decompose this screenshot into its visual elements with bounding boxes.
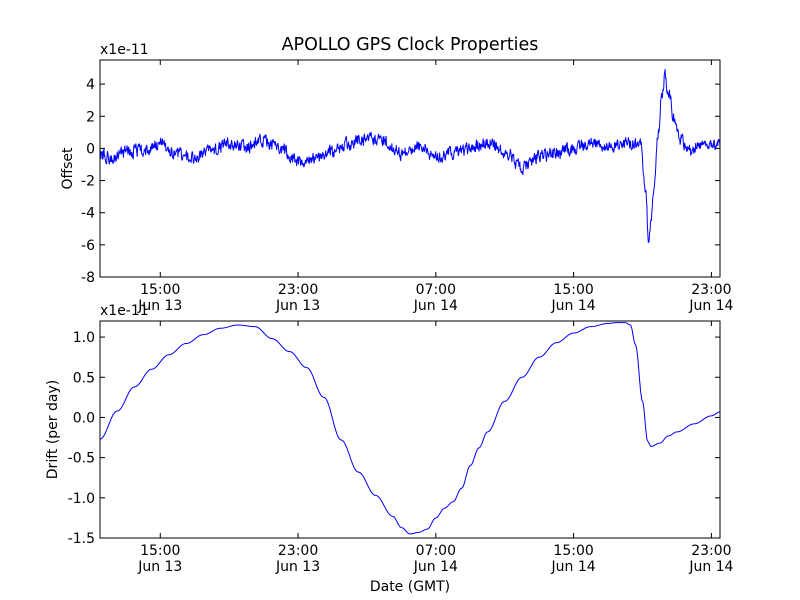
offset-x-tick-time-label: 07:00 bbox=[416, 282, 456, 298]
drift-x-tick-date-label: Jun 13 bbox=[275, 559, 320, 575]
drift-x-tick-date-label: Jun 13 bbox=[137, 559, 182, 575]
drift-y-tick-label: -1.0 bbox=[68, 491, 95, 507]
drift-y-tick-label: 0.5 bbox=[73, 370, 95, 386]
drift-y-axis-label: Drift (per day) bbox=[45, 380, 61, 479]
offset-y-tick-label: -2 bbox=[81, 174, 95, 190]
drift-x-tick-date-label: Jun 14 bbox=[551, 559, 596, 575]
offset-y-tick-label: 2 bbox=[86, 109, 95, 125]
chart-title: APOLLO GPS Clock Properties bbox=[282, 35, 539, 55]
drift-x-tick-date-label: Jun 14 bbox=[413, 559, 458, 575]
offset-x-tick-time-label: 23:00 bbox=[278, 282, 318, 298]
drift-x-tick-date-label: Jun 14 bbox=[688, 559, 733, 575]
offset-y-scale-label: x1e-11 bbox=[100, 42, 149, 58]
drift-plot-frame bbox=[99, 320, 721, 539]
offset-series-line bbox=[99, 68, 721, 243]
drift-x-tick-time-label: 15:00 bbox=[553, 543, 593, 559]
offset-y-tick-label: 4 bbox=[86, 77, 95, 93]
drift-y-tick-label: 0.0 bbox=[73, 410, 95, 426]
drift-x-tick-time-label: 23:00 bbox=[278, 543, 318, 559]
offset-plot-frame bbox=[99, 59, 721, 278]
drift-x-tick-time-label: 07:00 bbox=[416, 543, 456, 559]
offset-y-tick-label: -4 bbox=[81, 206, 95, 222]
drift-x-tick-time-label: 15:00 bbox=[140, 543, 180, 559]
offset-x-tick-date-label: Jun 14 bbox=[413, 298, 458, 314]
offset-x-tick-date-label: Jun 14 bbox=[688, 298, 733, 314]
offset-y-axis-label: Offset bbox=[60, 147, 76, 190]
drift-y-tick-label: -0.5 bbox=[68, 451, 95, 467]
offset-x-tick-time-label: 15:00 bbox=[553, 282, 593, 298]
offset-x-tick-date-label: Jun 14 bbox=[551, 298, 596, 314]
offset-y-tick-label: -8 bbox=[81, 270, 95, 286]
drift-y-tick-label: -1.5 bbox=[68, 531, 95, 547]
offset-y-tick-label: -6 bbox=[81, 238, 95, 254]
offset-x-tick-date-label: Jun 13 bbox=[137, 298, 182, 314]
offset-x-tick-time-label: 15:00 bbox=[140, 282, 180, 298]
drift-x-tick-time-label: 23:00 bbox=[691, 543, 731, 559]
drift-y-scale-label: x1e-11 bbox=[100, 303, 149, 319]
offset-x-tick-date-label: Jun 13 bbox=[275, 298, 320, 314]
offset-y-tick-label: 0 bbox=[86, 141, 95, 157]
drift-series-line bbox=[99, 322, 721, 535]
offset-x-tick-time-label: 23:00 bbox=[691, 282, 731, 298]
drift-y-tick-label: 1.0 bbox=[73, 330, 95, 346]
x-axis-label: Date (GMT) bbox=[370, 579, 450, 595]
